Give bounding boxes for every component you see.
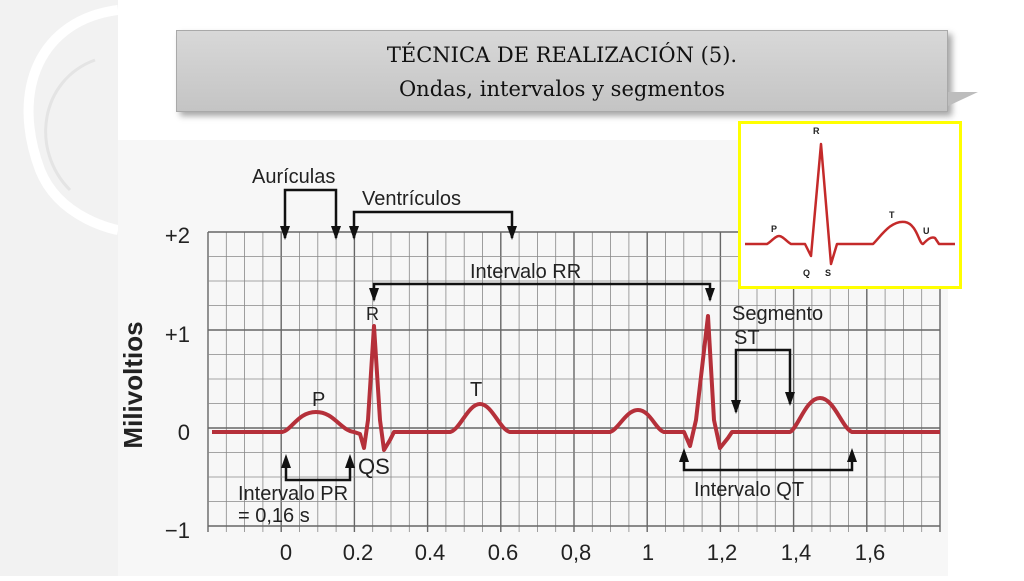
auriculas-bracket-line [283,188,338,238]
segmento-st-label-2: ST [734,327,760,349]
auriculas-bracket [283,188,338,238]
y-tick-label: −1 [165,518,190,543]
ventriculos-bracket [352,210,514,238]
arrow-head [280,226,290,240]
arrow-head [785,392,795,406]
slide-side-panel [0,0,118,576]
arrow-head [345,454,355,468]
x-tick-label: 1,4 [781,540,812,565]
ecg-svg: Milivoltios +2 +1 0 −1 0 0.2 0.4 0.6 0,8… [118,166,941,565]
ventriculos-label: Ventrículos [362,188,461,210]
intervalo-qt-bracket [682,452,854,472]
x-tick-label: 1,6 [855,540,886,565]
arrow-head [847,448,857,462]
intervalo-qt-label: Intervalo QT [694,479,804,501]
arrow-head [731,400,741,414]
segmento-st-bracket [734,348,792,412]
arrow-head [331,226,341,240]
inset-r-label: R [813,126,820,136]
y-tick-label: 0 [178,420,190,445]
p-wave-label: P [312,389,325,411]
t-wave-label: T [470,379,482,401]
decorative-arcs [23,5,118,235]
arrow-head [369,288,379,302]
arrow-head [705,288,715,302]
x-tick-label: 0,8 [561,540,592,565]
inset-t-label: T [889,210,895,220]
intervalo-pr-value: = 0,16 s [238,505,310,527]
r-wave-label: R [366,304,379,324]
x-tick-label: 0.2 [343,540,374,565]
inset-p-label: P [771,224,777,234]
intervalo-rr-bracket [372,282,712,300]
x-tick-label: 1 [642,540,654,565]
decorative-arc-1 [23,5,118,235]
qs-label: QS [358,454,390,479]
arrow-head [507,226,517,240]
inset-q-label: Q [803,268,810,278]
slide-title: TÉCNICA DE REALIZACIÓN (5). [386,43,738,67]
ecg-inset: R P T U Q S [738,121,962,289]
inset-u-label: U [923,226,930,236]
decorative-arc-2 [44,58,96,192]
inset-s-label: S [825,268,831,278]
inset-trace [745,142,955,266]
ecg-grid [207,231,941,532]
intervalo-pr-label: Intervalo PR [238,483,348,505]
segmento-st-label: Segmento [732,303,823,325]
inset-svg: R P T U Q S [745,126,955,278]
title-box: TÉCNICA DE REALIZACIÓN (5). Ondas, inter… [176,30,948,112]
x-tick-label: 1,2 [707,540,738,565]
auriculas-label: Aurículas [252,166,335,188]
arrow-head [349,226,359,240]
x-tick-label: 0.4 [415,540,446,565]
intervalo-pr-bracket [284,458,352,482]
arrow-head [281,454,291,468]
arrow-head [679,448,689,462]
intervalo-rr-label: Intervalo RR [470,261,581,283]
x-tick-label: 0.6 [488,540,519,565]
ecg-trace [212,314,940,452]
x-tick-label: 0 [280,540,292,565]
y-tick-label: +1 [165,322,190,347]
slide-subtitle: Ondas, intervalos y segmentos [398,77,726,101]
title-shadow-flap [948,92,978,106]
y-tick-label: +2 [165,223,190,248]
y-axis-label: Milivoltios [118,321,148,448]
